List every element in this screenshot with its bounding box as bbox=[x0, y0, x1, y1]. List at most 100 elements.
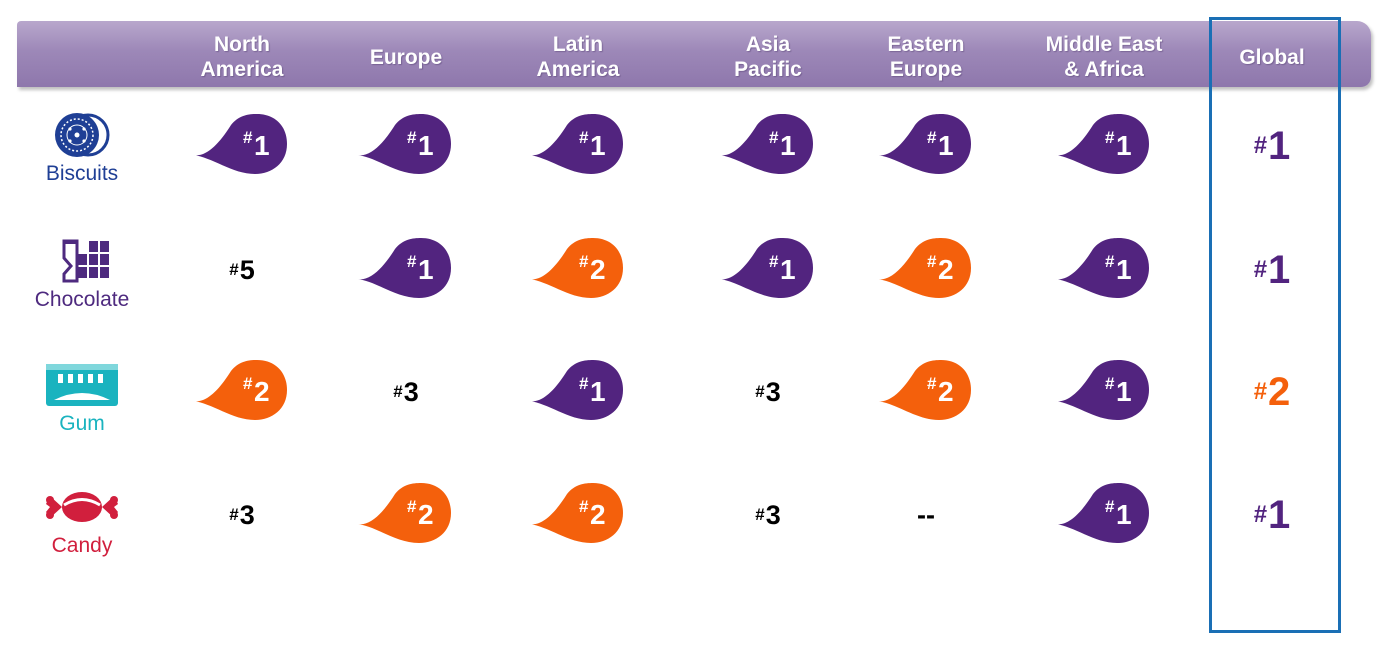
rank-hash: # bbox=[243, 128, 253, 147]
category-label: Candy bbox=[51, 534, 113, 557]
wrapped-candy-icon bbox=[46, 492, 118, 522]
rank-cell-biscuits-mea: #1 bbox=[1049, 111, 1159, 181]
rank-value: 3 bbox=[239, 499, 255, 530]
rank-value: 1 bbox=[1116, 254, 1132, 285]
rank-cell-candy-ap: #3 bbox=[713, 480, 823, 550]
column-header-mea: Middle East & Africa bbox=[1045, 33, 1163, 81]
rank-cell-gum-ee: #2 bbox=[871, 357, 981, 427]
rank-hash: # bbox=[769, 128, 779, 147]
rank-hash: # bbox=[1253, 132, 1268, 159]
rank-cell-gum-la: #1 bbox=[523, 357, 633, 427]
rank-bubble-shape bbox=[1055, 238, 1149, 298]
rank-text: #3 bbox=[351, 357, 461, 427]
category-label: Gum bbox=[59, 412, 105, 435]
rank-bubble: #1 bbox=[529, 114, 623, 174]
rank-hash: # bbox=[927, 128, 937, 147]
rank-bubble: #2 bbox=[357, 483, 451, 543]
rank-cell-candy-global: #1 bbox=[1217, 480, 1327, 550]
column-header-ap: Asia Pacific bbox=[734, 33, 802, 81]
rank-text: #5 bbox=[187, 235, 297, 305]
rank-text: #3 bbox=[187, 480, 297, 550]
rank-value: 1 bbox=[780, 254, 796, 285]
rank-cell-candy-ee: -- bbox=[871, 480, 981, 550]
rank-value: 1 bbox=[418, 130, 434, 161]
rank-value: 2 bbox=[938, 376, 954, 407]
column-header-eu: Europe bbox=[369, 45, 443, 69]
rank-hash: # bbox=[579, 252, 589, 271]
rank-bubble-shape bbox=[193, 114, 287, 174]
rank-value: 2 bbox=[254, 376, 270, 407]
rank-bubble: #2 bbox=[529, 238, 623, 298]
rank-bubble-shape bbox=[877, 114, 971, 174]
rank-value: 1 bbox=[590, 130, 606, 161]
rank-bubble: #2 bbox=[877, 238, 971, 298]
rank-text: #3 bbox=[713, 480, 823, 550]
rank-text: #1 bbox=[1217, 235, 1327, 305]
rank-cell-candy-eu: #2 bbox=[351, 480, 461, 550]
rank-hash: # bbox=[927, 374, 937, 393]
rank-cell-biscuits-na: #1 bbox=[187, 111, 297, 181]
rank-hash: # bbox=[1253, 501, 1268, 528]
rank-bubble-shape bbox=[529, 238, 623, 298]
column-header-na: North America bbox=[200, 33, 284, 81]
rank-value: 1 bbox=[1268, 247, 1291, 292]
rank-bubble-shape bbox=[529, 114, 623, 174]
rank-bubble-shape bbox=[357, 114, 451, 174]
rank-bubble: #1 bbox=[877, 114, 971, 174]
rank-bubble-shape bbox=[193, 360, 287, 420]
rank-hash: # bbox=[407, 128, 417, 147]
rank-value: 1 bbox=[254, 130, 270, 161]
rank-cell-gum-global: #2 bbox=[1217, 357, 1327, 427]
rank-cell-candy-la: #2 bbox=[523, 480, 633, 550]
rank-hash: # bbox=[1105, 497, 1115, 516]
rank-value: 1 bbox=[1116, 376, 1132, 407]
rank-value: 1 bbox=[1268, 123, 1291, 168]
rank-bubble: #1 bbox=[193, 114, 287, 174]
rank-cell-gum-na: #2 bbox=[187, 357, 297, 427]
rank-bubble-shape bbox=[719, 114, 813, 174]
rank-bubble: #1 bbox=[529, 360, 623, 420]
rank-hash: # bbox=[579, 374, 589, 393]
rank-value: 2 bbox=[590, 254, 606, 285]
rank-value: 1 bbox=[780, 130, 796, 161]
rank-bubble-shape bbox=[719, 238, 813, 298]
rank-cell-biscuits-ee: #1 bbox=[871, 111, 981, 181]
rank-hash: # bbox=[755, 505, 765, 524]
rank-bubble: #1 bbox=[357, 238, 451, 298]
rank-hash: # bbox=[755, 382, 765, 401]
rank-value: 3 bbox=[765, 499, 781, 530]
column-header-ee: Eastern Europe bbox=[887, 33, 965, 81]
rank-hash: # bbox=[579, 128, 589, 147]
rank-hash: # bbox=[229, 505, 239, 524]
rank-cell-chocolate-ap: #1 bbox=[713, 235, 823, 305]
global-column-highlight bbox=[1209, 17, 1341, 633]
rank-bubble: #1 bbox=[1055, 114, 1149, 174]
category-biscuits: Biscuits bbox=[22, 110, 142, 186]
rank-bubble-shape bbox=[357, 238, 451, 298]
rank-text: #3 bbox=[713, 357, 823, 427]
category-label: Biscuits bbox=[45, 162, 119, 185]
rank-value: 1 bbox=[1116, 130, 1132, 161]
rank-hash: # bbox=[1253, 256, 1268, 283]
rank-value: 2 bbox=[418, 499, 434, 530]
rank-bubble: #1 bbox=[1055, 483, 1149, 543]
rank-hash: # bbox=[769, 252, 779, 271]
rank-bubble: #1 bbox=[1055, 238, 1149, 298]
rank-cell-candy-mea: #1 bbox=[1049, 480, 1159, 550]
rank-text: #1 bbox=[1217, 111, 1327, 181]
rank-bubble-shape bbox=[1055, 114, 1149, 174]
rank-cell-chocolate-na: #5 bbox=[187, 235, 297, 305]
rank-text: -- bbox=[871, 480, 981, 550]
rank-bubble: #2 bbox=[529, 483, 623, 543]
column-header-global: Global bbox=[1239, 45, 1305, 69]
rank-value: 2 bbox=[938, 254, 954, 285]
category-candy: Candy bbox=[22, 482, 142, 558]
rank-hash: # bbox=[243, 374, 253, 393]
rank-bubble: #2 bbox=[877, 360, 971, 420]
rank-bubble-shape bbox=[1055, 360, 1149, 420]
rank-hash: # bbox=[393, 382, 403, 401]
rank-value: 1 bbox=[938, 130, 954, 161]
rank-hash: # bbox=[1253, 378, 1268, 405]
rank-cell-gum-mea: #1 bbox=[1049, 357, 1159, 427]
rank-cell-chocolate-global: #1 bbox=[1217, 235, 1327, 305]
